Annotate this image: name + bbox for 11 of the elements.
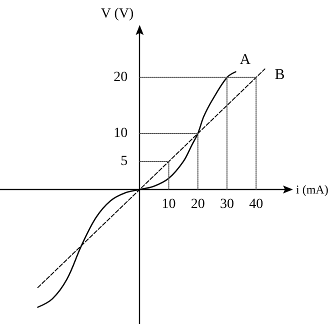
y-tick-label: 10 [114,126,128,141]
x-axis-title: i (mA) [296,182,328,197]
x-tick-label: 40 [249,197,264,212]
y-axis-title: V (V) [100,6,134,22]
y-tick-label: 20 [114,70,128,85]
x-tick-label: 20 [190,197,205,212]
series-label: B [274,67,285,84]
y-tick-label: 5 [120,154,128,169]
x-tick-label: 30 [220,197,234,212]
x-tick-label: 10 [162,197,176,212]
series-label: A [240,52,251,68]
